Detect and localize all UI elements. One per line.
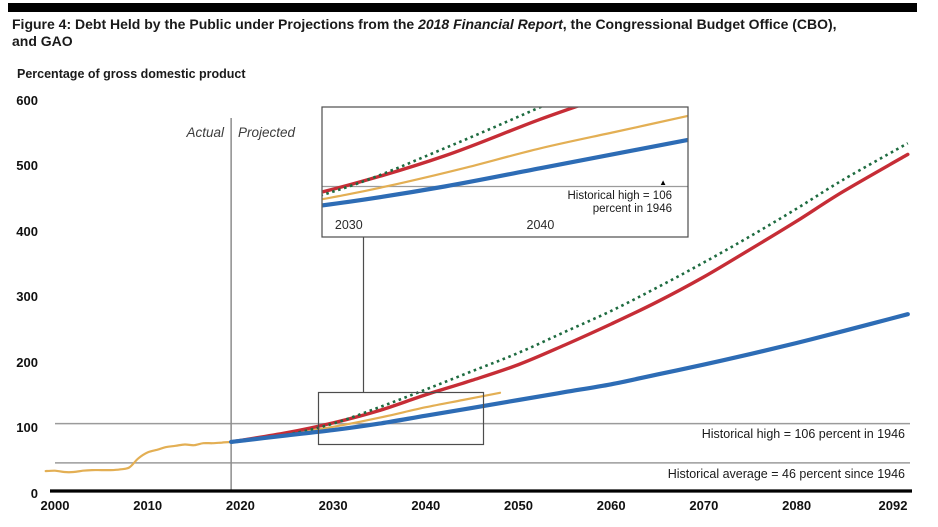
inset-x-tick-labels: 2030 2040 bbox=[0, 218, 938, 234]
x-tick-label: 2040 bbox=[411, 498, 441, 513]
figure-title: Figure 4: Debt Held by the Public under … bbox=[12, 16, 926, 50]
inset-historical-high-line1: Historical high = 106 bbox=[567, 190, 672, 202]
y-tick-label: 600 bbox=[16, 92, 38, 108]
x-tick-label: 2030 bbox=[318, 498, 348, 513]
x-tick-label: 2060 bbox=[596, 498, 626, 513]
x-tick-label: 2080 bbox=[782, 498, 812, 513]
zoom-region-rect bbox=[317, 391, 485, 446]
historical-high-label: Historical high = 106 percent in 1946 bbox=[701, 427, 905, 441]
series-red-projection-inset-line bbox=[322, 107, 579, 194]
y-axis-title: Percentage of gross domestic product bbox=[17, 67, 246, 81]
y-tick-label: 100 bbox=[16, 420, 38, 435]
x-tick-label: 2020 bbox=[225, 498, 255, 513]
y-tick-label: 500 bbox=[16, 158, 38, 173]
figure-title-italic: 2018 Financial Report bbox=[418, 16, 563, 32]
x-tick-label: 2000 bbox=[40, 498, 70, 513]
inset-border bbox=[321, 106, 689, 238]
historical-average-label: Historical average = 46 percent since 19… bbox=[667, 467, 905, 481]
x-axis-tick-labels: 2000 2010 2020 2030 2040 2050 2060 2070 2080 2092 bbox=[0, 498, 938, 516]
x-tick-label: 2070 bbox=[689, 498, 719, 513]
figure-title-line2: and GAO bbox=[12, 33, 73, 49]
y-tick-label: 300 bbox=[16, 289, 38, 304]
series-blue-projection-inset-line bbox=[322, 137, 688, 208]
figure-title-prefix: Figure 4: Debt Held by the Public under … bbox=[12, 16, 419, 32]
x-tick-label: 2092 bbox=[878, 498, 908, 513]
inset-historical-high-line2: percent in 1946 bbox=[592, 203, 672, 215]
y-tick-label: 0 bbox=[30, 485, 38, 501]
projected-region-label: Projected bbox=[238, 125, 296, 140]
figure-title-suffix: , the Congressional Budget Office (CBO), bbox=[562, 16, 837, 32]
actual-region-label: Actual bbox=[186, 125, 224, 140]
y-tick-label: 400 bbox=[16, 223, 38, 239]
top-rule bbox=[8, 3, 917, 12]
series-gold-actual-and-projection-line bbox=[44, 391, 502, 474]
x-tick-label: 2050 bbox=[504, 498, 533, 513]
inset-historical-high-label: Historical high = 106 percent in 1946 bbox=[567, 190, 672, 216]
series-gold-actual-and-projection-inset-line bbox=[322, 114, 688, 201]
inset-x-tick-label: 2040 bbox=[526, 218, 555, 232]
y-tick-label: 200 bbox=[16, 354, 38, 370]
series-blue-projection-line bbox=[229, 312, 910, 444]
inset-x-tick-label: 2030 bbox=[334, 218, 363, 232]
triangle-marker-icon: ▲ bbox=[659, 178, 667, 187]
x-tick-label: 2010 bbox=[133, 498, 163, 513]
series-green-dotted-projection-line bbox=[230, 142, 909, 444]
